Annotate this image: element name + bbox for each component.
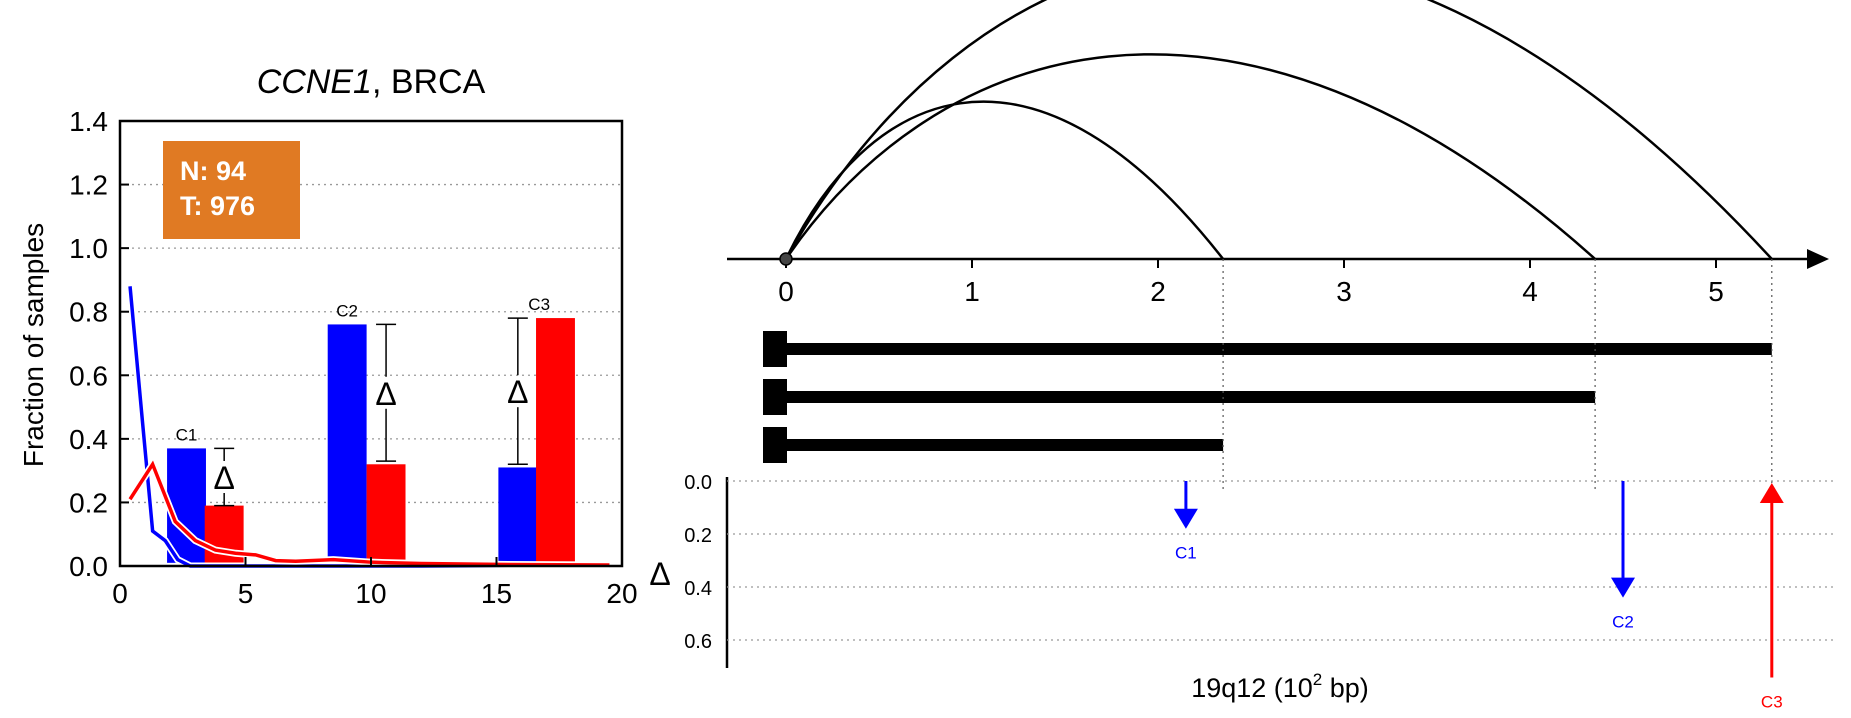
delta-arrow-label: C3 xyxy=(1761,693,1783,712)
delta-symbol: Δ xyxy=(213,460,234,496)
delta-arrow-label: C2 xyxy=(1612,613,1634,632)
delta-axis-label: Δ xyxy=(649,556,670,592)
genome-axis: 0 1 2 3 4 5 xyxy=(727,249,1829,307)
bar-group-label: C1 xyxy=(176,425,198,444)
delta-arrow-head xyxy=(1759,483,1784,503)
sample-count-box-bg xyxy=(163,141,300,239)
genome-tick-label: 1 xyxy=(964,276,980,307)
bar-normal-C2 xyxy=(327,324,367,563)
y-tick-label: 0.2 xyxy=(69,487,108,518)
deletion-start-block xyxy=(763,427,787,463)
y-tick-label: 0.0 xyxy=(69,551,108,582)
breakpoint-diagram: 0 1 2 3 4 5 Δ 0.0 0.2 0.4 0.6 C1 C2 C3 19q12 (102 b… xyxy=(649,0,1835,712)
normal-count: N: 94 xyxy=(180,156,246,186)
y-tick-label: 0.8 xyxy=(69,297,108,328)
y-tick-label: 1.4 xyxy=(69,106,108,137)
x-tick-label: 5 xyxy=(238,578,254,609)
delta-arrow-head xyxy=(1611,577,1635,598)
bar-group-label: C2 xyxy=(336,301,358,320)
genome-tick-label: 0 xyxy=(778,276,794,307)
bars: C1 C2 C3 xyxy=(167,295,575,563)
x-tick-label: 20 xyxy=(606,578,637,609)
tumor-curve xyxy=(128,460,610,567)
deletion-bars xyxy=(763,331,1772,463)
x-tick-label: 0 xyxy=(112,578,128,609)
arc xyxy=(784,100,1225,260)
genome-tick-label: 4 xyxy=(1522,276,1538,307)
deletion-start-block xyxy=(763,379,787,415)
delta-axis: Δ 0.0 0.2 0.4 0.6 xyxy=(649,472,1835,668)
genome-tick-label: 2 xyxy=(1150,276,1166,307)
genome-tick-label: 5 xyxy=(1708,276,1724,307)
delta-symbol: Δ xyxy=(375,376,396,412)
delta-tick-label: 0.0 xyxy=(684,472,712,494)
bar-group-label: C3 xyxy=(528,295,550,314)
delta-arrow-head xyxy=(1173,508,1198,529)
tumor-count: T: 976 xyxy=(180,191,255,221)
x-tick-label: 10 xyxy=(355,578,386,609)
sample-count-box: N: 94 T: 976 xyxy=(163,141,300,239)
delta-tick-label: 0.6 xyxy=(684,631,712,653)
delta-symbol: Δ xyxy=(507,374,528,410)
origin-point xyxy=(779,252,793,266)
bar-normal-C3 xyxy=(498,467,538,563)
delta-tick-label: 0.4 xyxy=(684,578,712,600)
deletion-start-block xyxy=(763,331,787,367)
y-tick-label: 0.6 xyxy=(69,360,108,391)
chart-title: CCNE1, BRCA xyxy=(257,63,486,101)
deletion-bar xyxy=(786,391,1596,403)
genome-axis-label: 19q12 (102 bp) xyxy=(1191,670,1369,703)
breakpoint-guides xyxy=(1222,259,1773,490)
delta-arrows: C1 C2 C3 xyxy=(1173,481,1784,712)
deletion-bar xyxy=(786,343,1772,355)
y-tick-label: 1.0 xyxy=(69,233,108,264)
y-tick-label: 1.2 xyxy=(69,170,108,201)
arcs xyxy=(784,0,1773,260)
delta-markers: Δ Δ Δ xyxy=(213,317,529,507)
y-axis-label: Fraction of samples xyxy=(18,223,49,467)
bar-tumor-C2 xyxy=(366,464,406,563)
axis-arrowhead xyxy=(1807,249,1829,269)
genome-tick-label: 3 xyxy=(1336,276,1352,307)
axis-ticks: 0.0 0.2 0.4 0.6 0.8 1.0 1.2 1.4 0 5 10 15 20 xyxy=(69,106,638,609)
deletion-bar xyxy=(786,439,1224,451)
y-tick-label: 0.4 xyxy=(69,424,108,455)
bar-tumor-C3 xyxy=(536,318,575,563)
delta-tick-label: 0.2 xyxy=(684,525,712,547)
arc xyxy=(784,53,1596,260)
histogram-panel: CCNE1, BRCA Fraction of samples C1 C2 C3 Δ… xyxy=(18,63,638,609)
arc xyxy=(784,0,1773,260)
x-tick-label: 15 xyxy=(481,578,512,609)
delta-arrow-label: C1 xyxy=(1175,544,1197,563)
